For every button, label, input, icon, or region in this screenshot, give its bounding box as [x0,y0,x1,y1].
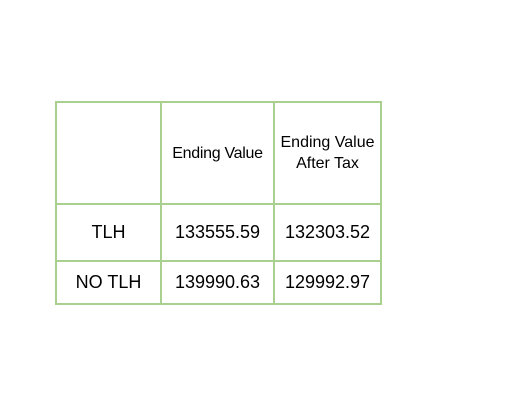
header-ending-value: Ending Value [160,101,275,205]
row-label-tlh: TLH [55,203,162,262]
row-label-no-tlh: NO TLH [55,260,162,305]
table-row: TLH 133555.59 132303.52 [55,203,382,262]
header-empty-cell [55,101,162,205]
table-row: NO TLH 139990.63 129992.97 [55,260,382,305]
header-ending-value-after-tax: Ending Value After Tax [273,101,382,205]
cell-ending-value-after-tax: 129992.97 [273,260,382,305]
cell-ending-value-after-tax: 132303.52 [273,203,382,262]
results-table: Ending Value Ending Value After Tax TLH … [55,101,382,305]
table-header-row: Ending Value Ending Value After Tax [55,101,382,205]
cell-ending-value: 133555.59 [160,203,275,262]
cell-ending-value: 139990.63 [160,260,275,305]
